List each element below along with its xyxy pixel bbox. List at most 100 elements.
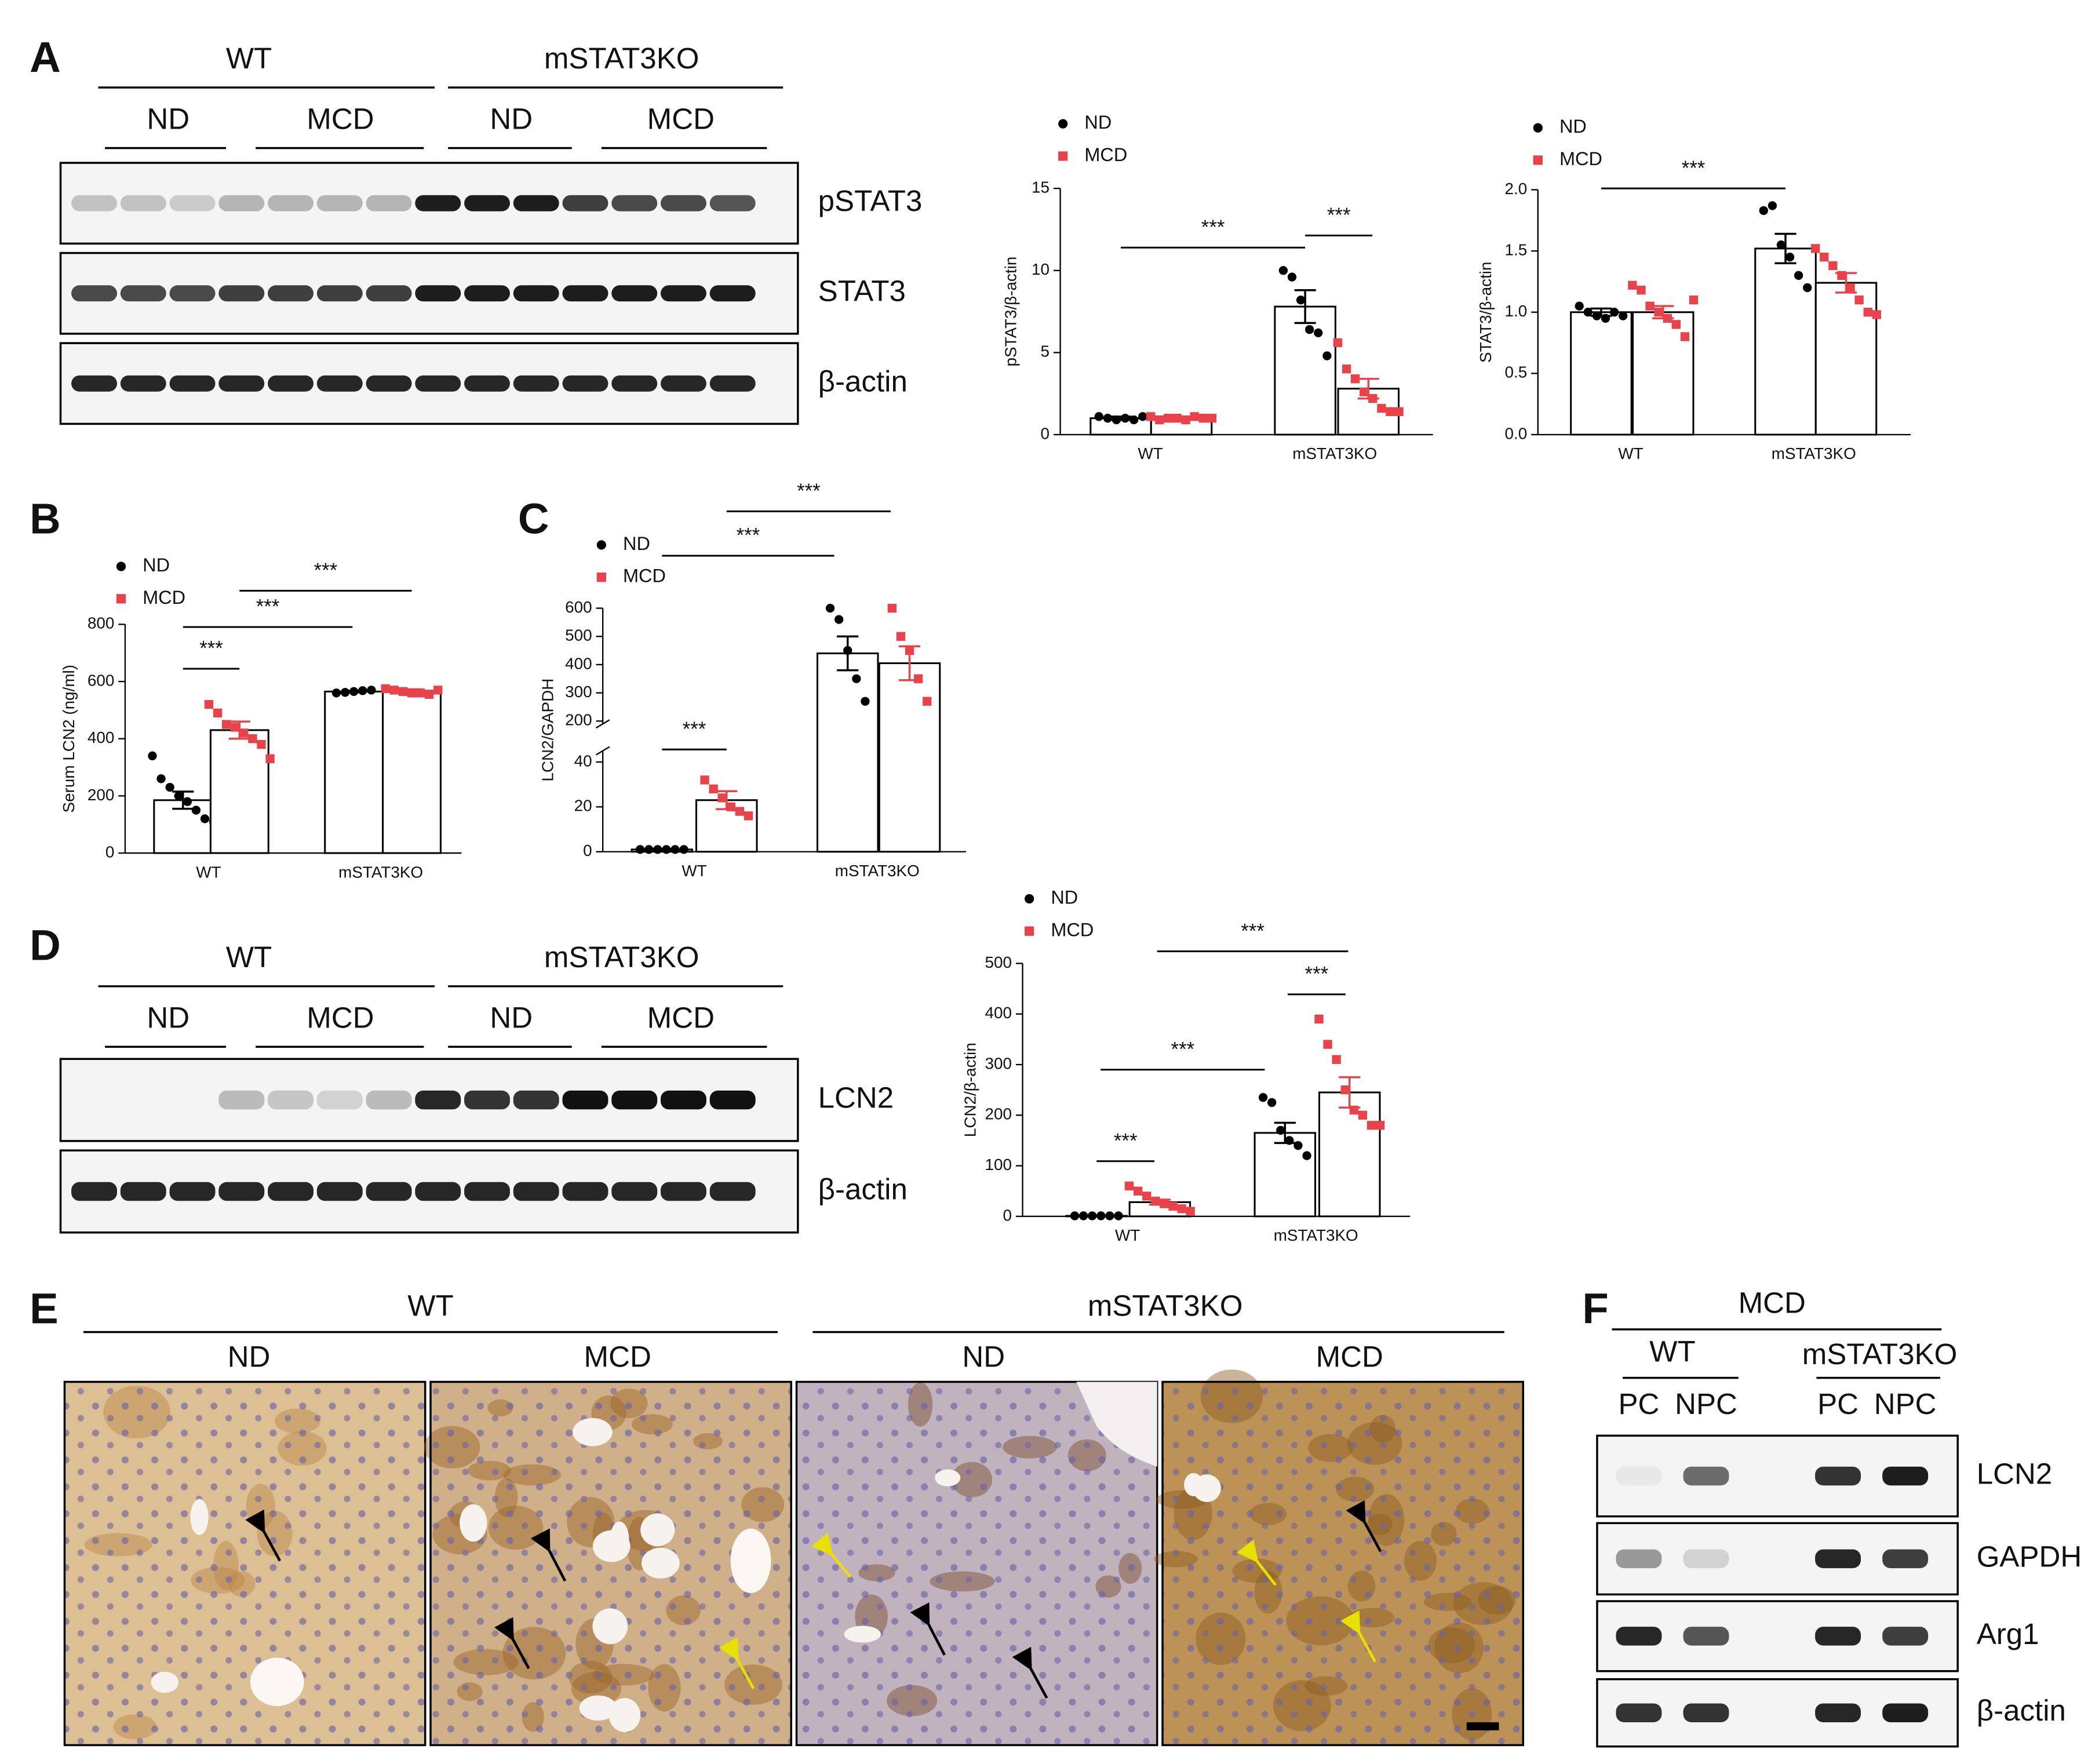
legend-marker: [596, 572, 606, 582]
label: LCN2: [1977, 1457, 2053, 1490]
data-point: [1785, 252, 1795, 262]
y-tick-label: 400: [985, 1004, 1012, 1022]
x-tick-label: mSTAT3KO: [338, 863, 423, 881]
data-point: [1164, 414, 1173, 423]
data-point: [407, 688, 417, 698]
vacuole: [573, 1418, 613, 1446]
axis-break: [595, 719, 610, 729]
blot-band: [562, 1090, 608, 1110]
data-point: [1360, 387, 1369, 397]
panel-letter: E: [30, 1284, 59, 1332]
data-point: [1296, 296, 1306, 305]
legend-marker: [116, 594, 126, 604]
bar: [382, 690, 442, 854]
data-point: [156, 774, 166, 783]
data-point: [1278, 266, 1288, 275]
label: MCD: [647, 1001, 715, 1034]
blot-band: [611, 375, 658, 392]
blot-band: [169, 1182, 216, 1201]
vacuole: [608, 1698, 641, 1732]
label: GAPDH: [1977, 1540, 2082, 1573]
data-point: [1394, 407, 1404, 417]
data-point: [183, 797, 192, 806]
bar: [1814, 282, 1878, 436]
bar: [1631, 311, 1694, 436]
x-tick-label: mSTAT3KO: [1292, 444, 1377, 462]
legend-label: MCD: [1051, 919, 1094, 940]
data-point: [433, 686, 443, 695]
data-point: [1794, 271, 1803, 280]
data-point: [1198, 414, 1208, 423]
panel-letter: C: [518, 495, 549, 543]
label: WT: [226, 42, 272, 75]
blot-band: [661, 375, 706, 392]
y-tick-label: 1.5: [1505, 240, 1528, 258]
data-point: [896, 632, 906, 641]
blot-band: [709, 195, 756, 212]
label: STAT3: [818, 275, 906, 308]
significance-label: ***: [1241, 920, 1264, 942]
bar: [1754, 247, 1817, 436]
data-point: [1146, 412, 1156, 421]
data-point: [389, 686, 399, 695]
blot-band: [1882, 1703, 1929, 1722]
data-point: [349, 687, 359, 696]
data-point: [1350, 374, 1360, 384]
blot-band: [464, 1090, 510, 1110]
data-point: [1314, 1014, 1324, 1024]
data-point: [1776, 240, 1786, 250]
blot-band: [1882, 1466, 1929, 1486]
blot-band: [1882, 1549, 1929, 1569]
blot-band: [562, 195, 608, 212]
arrow: [1012, 1646, 1048, 1699]
data-point: [1285, 1136, 1294, 1145]
data-point: [265, 754, 275, 763]
blot-band: [366, 195, 412, 212]
data-point: [1267, 1098, 1277, 1107]
data-point: [744, 811, 753, 821]
vessel: [730, 1528, 771, 1594]
y-tick-label: 0: [1041, 424, 1050, 442]
data-point: [1592, 311, 1602, 320]
label: ND: [490, 103, 533, 136]
vacuole: [592, 1530, 631, 1562]
data-point: [1377, 404, 1386, 413]
significance-label: ***: [737, 524, 760, 547]
y-tick-label: 0.0: [1505, 424, 1528, 442]
blot-band: [1683, 1549, 1729, 1569]
data-point: [1828, 261, 1838, 271]
bar: [1253, 1132, 1317, 1218]
data-point: [1628, 280, 1637, 290]
data-point: [1609, 308, 1619, 317]
y-axis-label: STAT3/β-actin: [1477, 261, 1495, 362]
legend-marker: [1025, 926, 1034, 936]
y-tick-label: 500: [565, 626, 592, 644]
y-tick-label: 600: [88, 671, 114, 689]
significance-label: ***: [1682, 157, 1706, 180]
x-tick-label: WT: [196, 863, 221, 881]
blot-band: [562, 1182, 608, 1201]
data-point: [340, 688, 350, 697]
data-point: [1096, 1211, 1106, 1220]
blot-band: [71, 375, 117, 392]
label: MCD: [307, 103, 374, 136]
significance-label: ***: [1327, 204, 1351, 227]
blot-band: [120, 375, 166, 392]
data-point: [1575, 301, 1584, 311]
blot-band: [661, 285, 706, 302]
data-point: [1601, 314, 1610, 323]
data-point: [653, 845, 662, 854]
blot-band: [1683, 1627, 1729, 1646]
blot-band: [316, 375, 363, 392]
data-point: [662, 845, 671, 854]
data-point: [1846, 283, 1855, 293]
legend-label: MCD: [623, 566, 666, 586]
label: mSTAT3KO: [1802, 1337, 1958, 1371]
y-tick-label: 0.5: [1505, 363, 1528, 381]
data-point: [1375, 1121, 1385, 1130]
y-tick-label: 5: [1041, 342, 1050, 360]
data-point: [1168, 1201, 1178, 1211]
data-point: [635, 845, 645, 854]
data-point: [1837, 271, 1846, 280]
data-point: [1160, 1199, 1169, 1208]
